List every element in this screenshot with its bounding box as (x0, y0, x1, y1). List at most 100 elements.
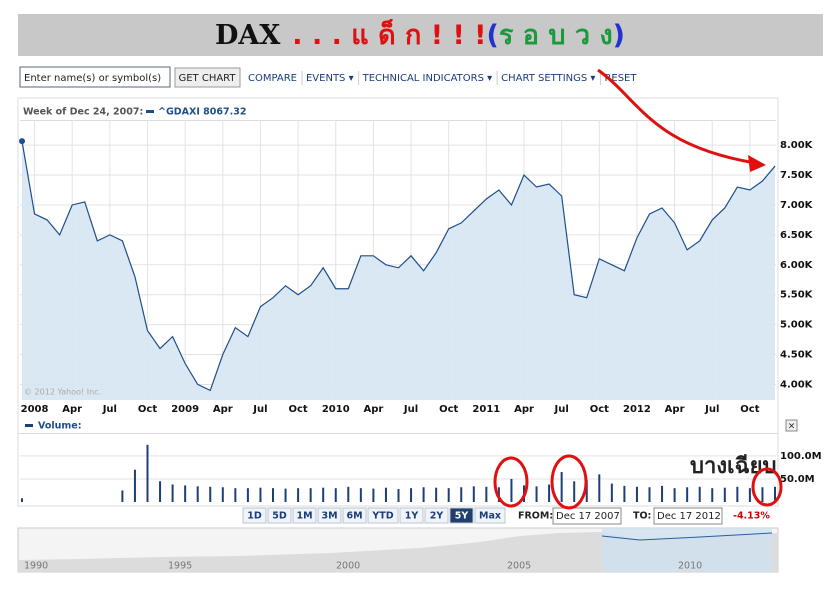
title-part: ร อ บ ว ง (499, 20, 613, 51)
toolbar-link[interactable]: CHART SETTINGS ▾ (501, 73, 595, 84)
bar (21, 498, 23, 502)
y-tick-label: 8.00K (780, 140, 814, 151)
bar (460, 487, 463, 502)
watermark: © 2012 Yahoo! Inc. (24, 388, 101, 397)
circle-mark (493, 456, 529, 508)
get-chart-button[interactable] (174, 67, 241, 88)
x-tick-label: Apr (665, 404, 685, 415)
bar (761, 487, 764, 502)
arrow (597, 68, 756, 165)
bar (748, 488, 751, 502)
line (21, 140, 776, 392)
bar (309, 488, 312, 502)
overview-year: 2000 (336, 561, 360, 572)
range-button[interactable] (242, 507, 267, 524)
bar (209, 486, 212, 502)
toolbar-links: COMPARE EVENTS ▾ TECHNICAL INDICATORS ▾ CHA… (248, 71, 637, 85)
range-button[interactable] (342, 507, 367, 524)
bar (560, 472, 563, 502)
from-date: Dec 17 2007 (556, 511, 620, 522)
bar (711, 488, 714, 502)
overview-selection[interactable] (602, 528, 772, 572)
legend-swatch (146, 110, 154, 113)
x-tick-label: 2009 (171, 404, 199, 415)
range-button[interactable] (399, 507, 424, 524)
x-tick-label: 2012 (623, 404, 651, 415)
overview-year: 1995 (168, 561, 192, 572)
title: DAX . . . แ ด็ ก ! ! !(ร อ บ ว ง) (215, 17, 625, 51)
bar (284, 488, 287, 502)
bar (397, 489, 400, 502)
range-button[interactable] (449, 507, 474, 524)
range-label: 1M (296, 511, 312, 522)
arrow-head (748, 155, 766, 172)
volume-title: Volume: (38, 421, 82, 432)
symbol-input[interactable] (19, 66, 171, 88)
from-input[interactable] (552, 507, 622, 525)
range-button[interactable] (267, 507, 292, 524)
range-label: Max (479, 511, 501, 522)
button-label: GET CHART (178, 73, 236, 84)
range-label: 5Y (455, 511, 469, 522)
bar (334, 488, 337, 502)
bar (698, 486, 701, 502)
range-button[interactable] (367, 507, 399, 524)
input-placeholder: Enter name(s) or symbol(s) (24, 73, 161, 84)
y-tick-label: 7.00K (780, 200, 814, 211)
x-tick-label: 2011 (472, 404, 500, 415)
range-button[interactable] (474, 507, 506, 524)
bar (196, 486, 199, 502)
toolbar-link[interactable]: COMPARE (248, 73, 297, 84)
bar (510, 478, 513, 502)
y-tick-label: 5.50K (780, 290, 814, 301)
x-tick-label: Jul (252, 404, 267, 415)
range-button[interactable] (424, 507, 449, 524)
x-tick-label: Apr (514, 404, 534, 415)
bar (635, 486, 638, 502)
title-part: ) (613, 20, 625, 51)
overview-years: 1990 1995 2000 2005 2010 (24, 561, 702, 572)
toolbar-link[interactable]: TECHNICAL INDICATORS ▾ (362, 73, 493, 84)
bar (234, 488, 237, 502)
from-label: FROM: (518, 511, 553, 522)
x-tick-label: Apr (363, 404, 383, 415)
range-button[interactable] (292, 507, 317, 524)
bar (121, 490, 124, 502)
bar (610, 483, 613, 502)
close-volume[interactable] (785, 419, 798, 432)
bar (573, 481, 576, 502)
bar (171, 484, 174, 502)
bar (673, 488, 676, 502)
y-tick-label: 100.0M (780, 451, 822, 462)
bar (585, 479, 588, 502)
toolbar-link[interactable]: RESET (604, 73, 637, 84)
toolbar-link[interactable]: EVENTS ▾ (306, 73, 354, 84)
circle-mark (751, 467, 783, 507)
x-tick-label: Oct (288, 404, 307, 415)
bar (372, 488, 375, 502)
x-tick-label: 2008 (21, 404, 49, 415)
change: -4.13% (733, 511, 770, 522)
x-tick-label: Jul (102, 404, 117, 415)
range-label: 5D (272, 511, 287, 522)
overview-year: 2010 (678, 561, 702, 572)
range-button[interactable] (317, 507, 342, 524)
title-part: ( (487, 20, 499, 51)
x-tick-label: Oct (138, 404, 157, 415)
bar (648, 487, 651, 502)
bar (723, 487, 726, 502)
bar (246, 488, 249, 502)
bar (447, 488, 450, 502)
x-tick-label: Oct (740, 404, 759, 415)
bar (485, 486, 488, 502)
x-tick-label: Apr (213, 404, 233, 415)
bar (422, 487, 425, 502)
bar (472, 486, 475, 502)
bar (435, 487, 438, 502)
to-input[interactable] (653, 507, 723, 525)
x-tick-label: Jul (704, 404, 719, 415)
title-part: . . . แ ด็ ก ! ! ! (292, 17, 486, 51)
overview-line (601, 532, 773, 541)
